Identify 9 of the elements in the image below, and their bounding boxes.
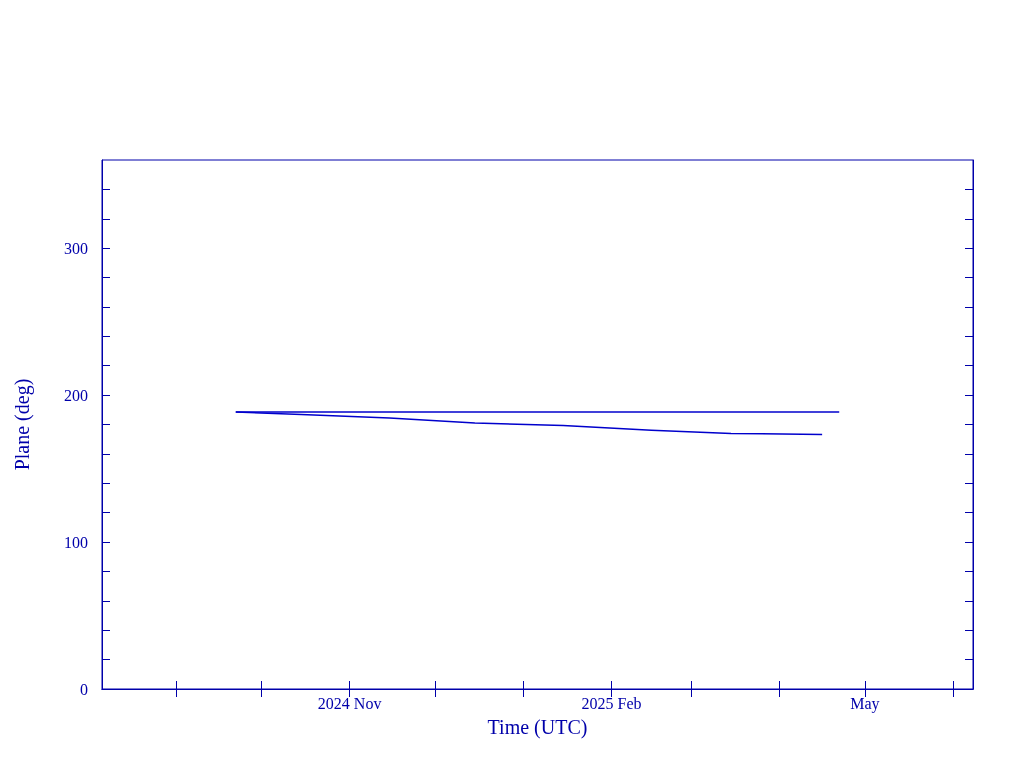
y-tick-label: 300 xyxy=(64,239,88,257)
x-axis-title: Time (UTC) xyxy=(487,716,588,739)
y-tick-label: 100 xyxy=(64,533,88,551)
x-tick-label: 2025 Feb xyxy=(581,694,642,712)
x-tick-label: 2024 Nov xyxy=(317,694,382,712)
y-tick-label: 0 xyxy=(80,680,88,698)
x-tick-label: May xyxy=(850,694,880,713)
y-tick-label: 200 xyxy=(64,386,88,404)
y-axis-title: Plane (deg) xyxy=(11,378,34,471)
